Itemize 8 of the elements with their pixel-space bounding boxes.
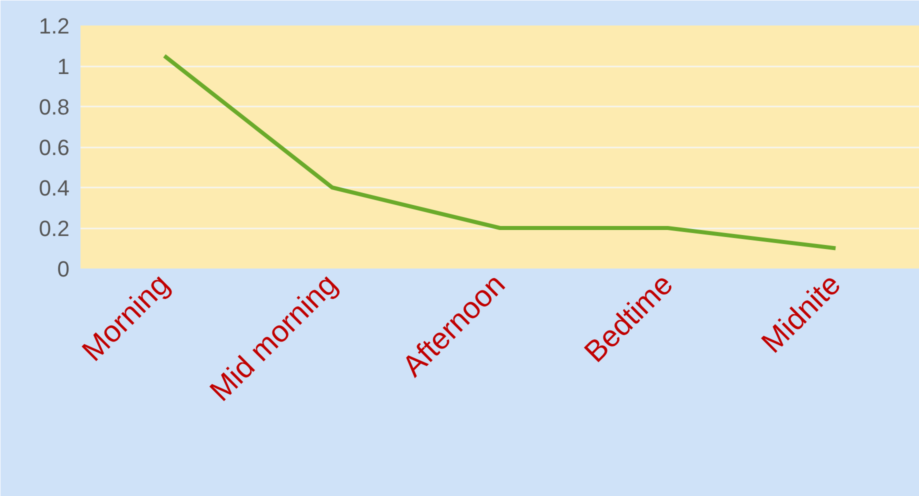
y-tick-label: 0.8 xyxy=(38,94,70,120)
y-tick-label: 0.2 xyxy=(38,216,70,241)
line-series xyxy=(162,54,838,250)
y-tick-label: 1.2 xyxy=(38,14,70,38)
y-tick-label: 0.4 xyxy=(38,176,70,200)
y-tick-label: 1 xyxy=(57,54,70,79)
y-tick-label: 0 xyxy=(57,256,70,282)
y-tick-label: 0.6 xyxy=(38,135,70,160)
